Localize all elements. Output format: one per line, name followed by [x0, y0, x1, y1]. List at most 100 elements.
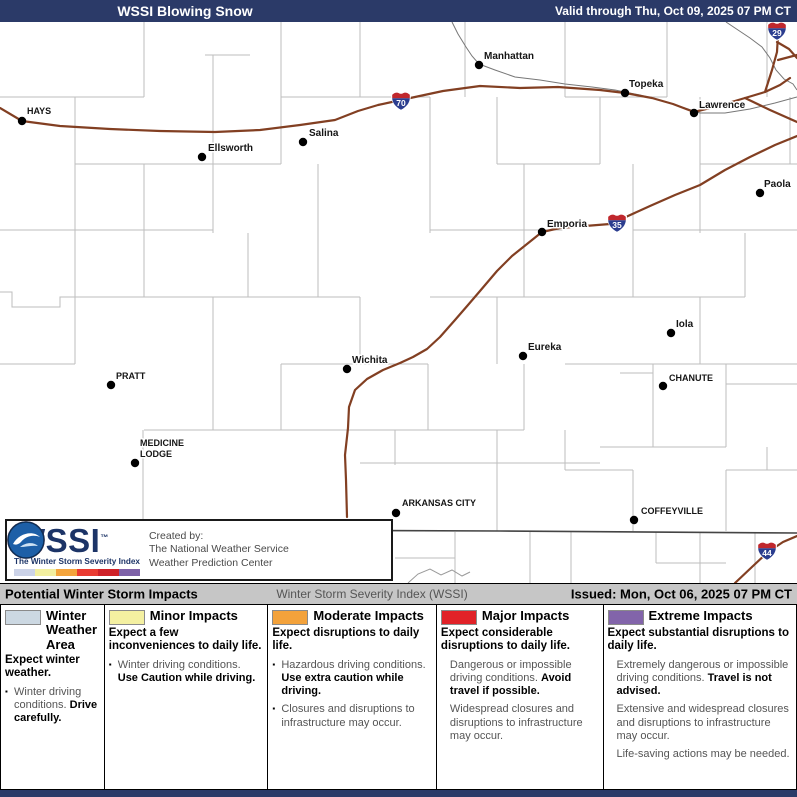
city-dot-salina — [298, 137, 308, 147]
severity-bar-segment — [35, 568, 56, 576]
legend-title: Winter Weather Area — [46, 608, 98, 652]
legend-item: ▪ Winter driving conditions. Use Caution … — [108, 658, 256, 685]
info-bar-title: Potential Winter Storm Impacts — [5, 586, 198, 602]
severity-bar-segment — [77, 568, 98, 576]
wssi-tagline: The Winter Storm Severity Index — [14, 557, 140, 567]
city-label: COFFEYVILLE — [641, 506, 703, 516]
river-line — [451, 22, 480, 65]
legend-swatch — [272, 610, 309, 625]
city-label: LODGE — [140, 449, 172, 459]
highway-line — [743, 96, 797, 124]
footer-strip — [0, 790, 797, 797]
city-label: MEDICINE — [140, 438, 184, 448]
city-dot-chanute — [658, 381, 668, 391]
wssi-severity-bar — [14, 568, 140, 576]
interstate-shield-70: 70 — [391, 91, 411, 111]
city-dot-paola — [755, 188, 765, 198]
noaa-logo — [7, 521, 45, 559]
legend-title: Extreme Impacts — [648, 608, 753, 623]
legend-item: ▪Extremely dangerous or impossible drivi… — [616, 658, 789, 698]
city-label: CHANUTE — [669, 373, 713, 383]
interstate-number: 70 — [396, 98, 406, 108]
app-header: WSSI Blowing Snow Valid through Thu, Oct… — [0, 0, 797, 22]
city-dot-hays — [17, 116, 27, 126]
legend: Winter Weather Area Expect winter weather… — [0, 605, 797, 790]
city-label: Manhattan — [484, 51, 534, 62]
city-dot-manhattan — [474, 60, 484, 70]
legend-swatch — [440, 610, 477, 625]
legend-column-winter-weather-area: Winter Weather Area Expect winter weather… — [1, 605, 105, 789]
city-label: Topeka — [629, 79, 664, 90]
legend-summary: Expect a few inconveniences to daily lif… — [108, 627, 262, 653]
legend-swatch — [5, 610, 41, 625]
city-label: HAYS — [27, 106, 51, 116]
interstate-shield-44: 44 — [757, 541, 777, 561]
city-dot-arkansas-city — [391, 508, 401, 518]
city-label: Lawrence — [699, 100, 746, 111]
city-label: Iola — [676, 319, 694, 330]
legend-item: ▪ Hazardous driving conditions. Use extra… — [272, 658, 426, 698]
city-dot-pratt — [106, 380, 116, 390]
legend-item: ▪Life-saving actions may be needed. — [616, 748, 790, 761]
city-dot-coffeyville — [629, 515, 639, 525]
legend-title: Moderate Impacts — [313, 608, 424, 623]
legend-item: ▪ Winter driving conditions. Drive carefu… — [5, 685, 98, 725]
legend-summary: Expect considerable disruptions to daily… — [440, 627, 570, 653]
map-canvas: 70 35 29 44 HAYS Ellsworth Salina Manhattan Tope… — [0, 22, 797, 583]
legend-summary: Expect winter weather. — [5, 653, 80, 680]
river-line — [407, 568, 471, 583]
page-title: WSSI Blowing Snow — [117, 3, 253, 19]
city-label: Eureka — [528, 342, 562, 353]
city-label: Wichita — [352, 355, 388, 366]
severity-bar-segment — [56, 568, 77, 576]
legend-column-major-impacts: Major Impacts Expect considerable disrupt… — [437, 605, 604, 789]
interstate-shield-29: 29 — [767, 22, 787, 41]
created-by: Created by: The National Weather Service… — [148, 530, 289, 569]
legend-column-extreme-impacts: Extreme Impacts Expect substantial disrup… — [604, 605, 797, 789]
interstate-shield-35: 35 — [607, 213, 627, 233]
info-bar: Potential Winter Storm Impacts Winter St… — [0, 583, 797, 605]
legend-swatch — [108, 610, 145, 625]
city-dot-ellsworth — [197, 152, 207, 162]
highway-line — [0, 76, 792, 134]
valid-through-label: Valid through Thu, Oct 09, 2025 07 PM CT — [554, 4, 791, 18]
severity-bar-segment — [119, 568, 140, 576]
river-line — [725, 22, 797, 91]
legend-item: ▪ Closures and disruptions to infrastruct… — [272, 703, 415, 729]
city-dot-iola — [666, 328, 676, 338]
interstate-number: 35 — [612, 220, 622, 230]
city-dot-medicine-lodge — [130, 458, 140, 468]
legend-summary: Expect disruptions to daily life. — [272, 627, 420, 653]
interstate-number: 29 — [772, 28, 782, 38]
info-bar-subtitle: Winter Storm Severity Index (WSSI) — [276, 587, 468, 601]
legend-title: Major Impacts — [481, 608, 570, 623]
trademark: ™ — [100, 533, 109, 543]
legend-swatch — [607, 610, 644, 625]
city-dot-topeka — [620, 88, 630, 98]
legend-title: Minor Impacts — [149, 608, 238, 623]
severity-bar-segment — [14, 568, 35, 576]
county-boundary — [0, 291, 360, 308]
map-svg: 70 35 29 44 HAYS Ellsworth Salina Manhattan Tope… — [0, 22, 797, 583]
city-label: Emporia — [547, 219, 587, 230]
legend-column-moderate-impacts: Moderate Impacts Expect disruptions to da… — [268, 605, 437, 789]
city-dot-wichita — [342, 364, 352, 374]
legend-item: ▪Extensive and widespread closures and d… — [616, 703, 789, 742]
issued-label: Issued: Mon, Oct 06, 2025 07 PM CT — [570, 586, 792, 602]
city-dot-lawrence — [689, 108, 699, 118]
legend-summary: Expect substantial disruptions to daily … — [607, 627, 789, 653]
highway-line — [775, 40, 797, 60]
interstate-number: 44 — [762, 548, 772, 558]
highway-line — [343, 134, 797, 519]
logo-box: WSSI™ The Winter Storm Severity Index Cr… — [5, 519, 393, 581]
city-dot-eureka — [518, 351, 528, 361]
legend-item: ▪Widespread closures and disruptions to … — [449, 703, 583, 742]
city-dot-emporia — [537, 227, 547, 237]
city-label: ARKANSAS CITY — [402, 498, 476, 508]
legend-column-minor-impacts: Minor Impacts Expect a few inconveniences… — [105, 605, 269, 789]
severity-bar-segment — [98, 568, 119, 576]
legend-item: ▪Dangerous or impossible driving conditi… — [449, 658, 572, 698]
city-label: Paola — [764, 179, 791, 190]
city-label: Salina — [309, 128, 339, 139]
city-label: Ellsworth — [208, 143, 253, 154]
